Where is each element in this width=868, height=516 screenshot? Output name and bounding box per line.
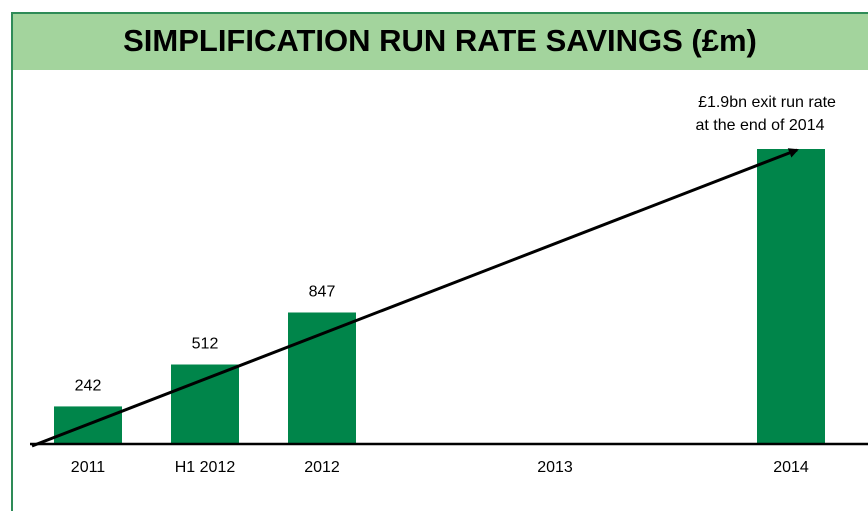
- bar: [171, 364, 239, 444]
- annotation: £1.9bn exit run rate: [698, 94, 836, 111]
- panel: [11, 12, 868, 516]
- x-tick-label: H1 2012: [175, 459, 236, 476]
- x-tick-label: 2011: [71, 459, 106, 476]
- chart-title: SIMPLIFICATION RUN RATE SAVINGS (£m): [123, 23, 757, 58]
- x-tick-label: 2014: [773, 459, 809, 476]
- data-label: 512: [192, 336, 219, 353]
- x-tick-label: 2012: [304, 459, 340, 476]
- bar: [757, 149, 825, 444]
- annotation: at the end of 2014: [696, 117, 825, 134]
- data-label: 242: [75, 378, 102, 395]
- trend-arrow: [31, 148, 799, 448]
- title-band: [13, 14, 868, 70]
- data-label: 847: [309, 284, 336, 301]
- x-tick-label: 2013: [537, 459, 573, 476]
